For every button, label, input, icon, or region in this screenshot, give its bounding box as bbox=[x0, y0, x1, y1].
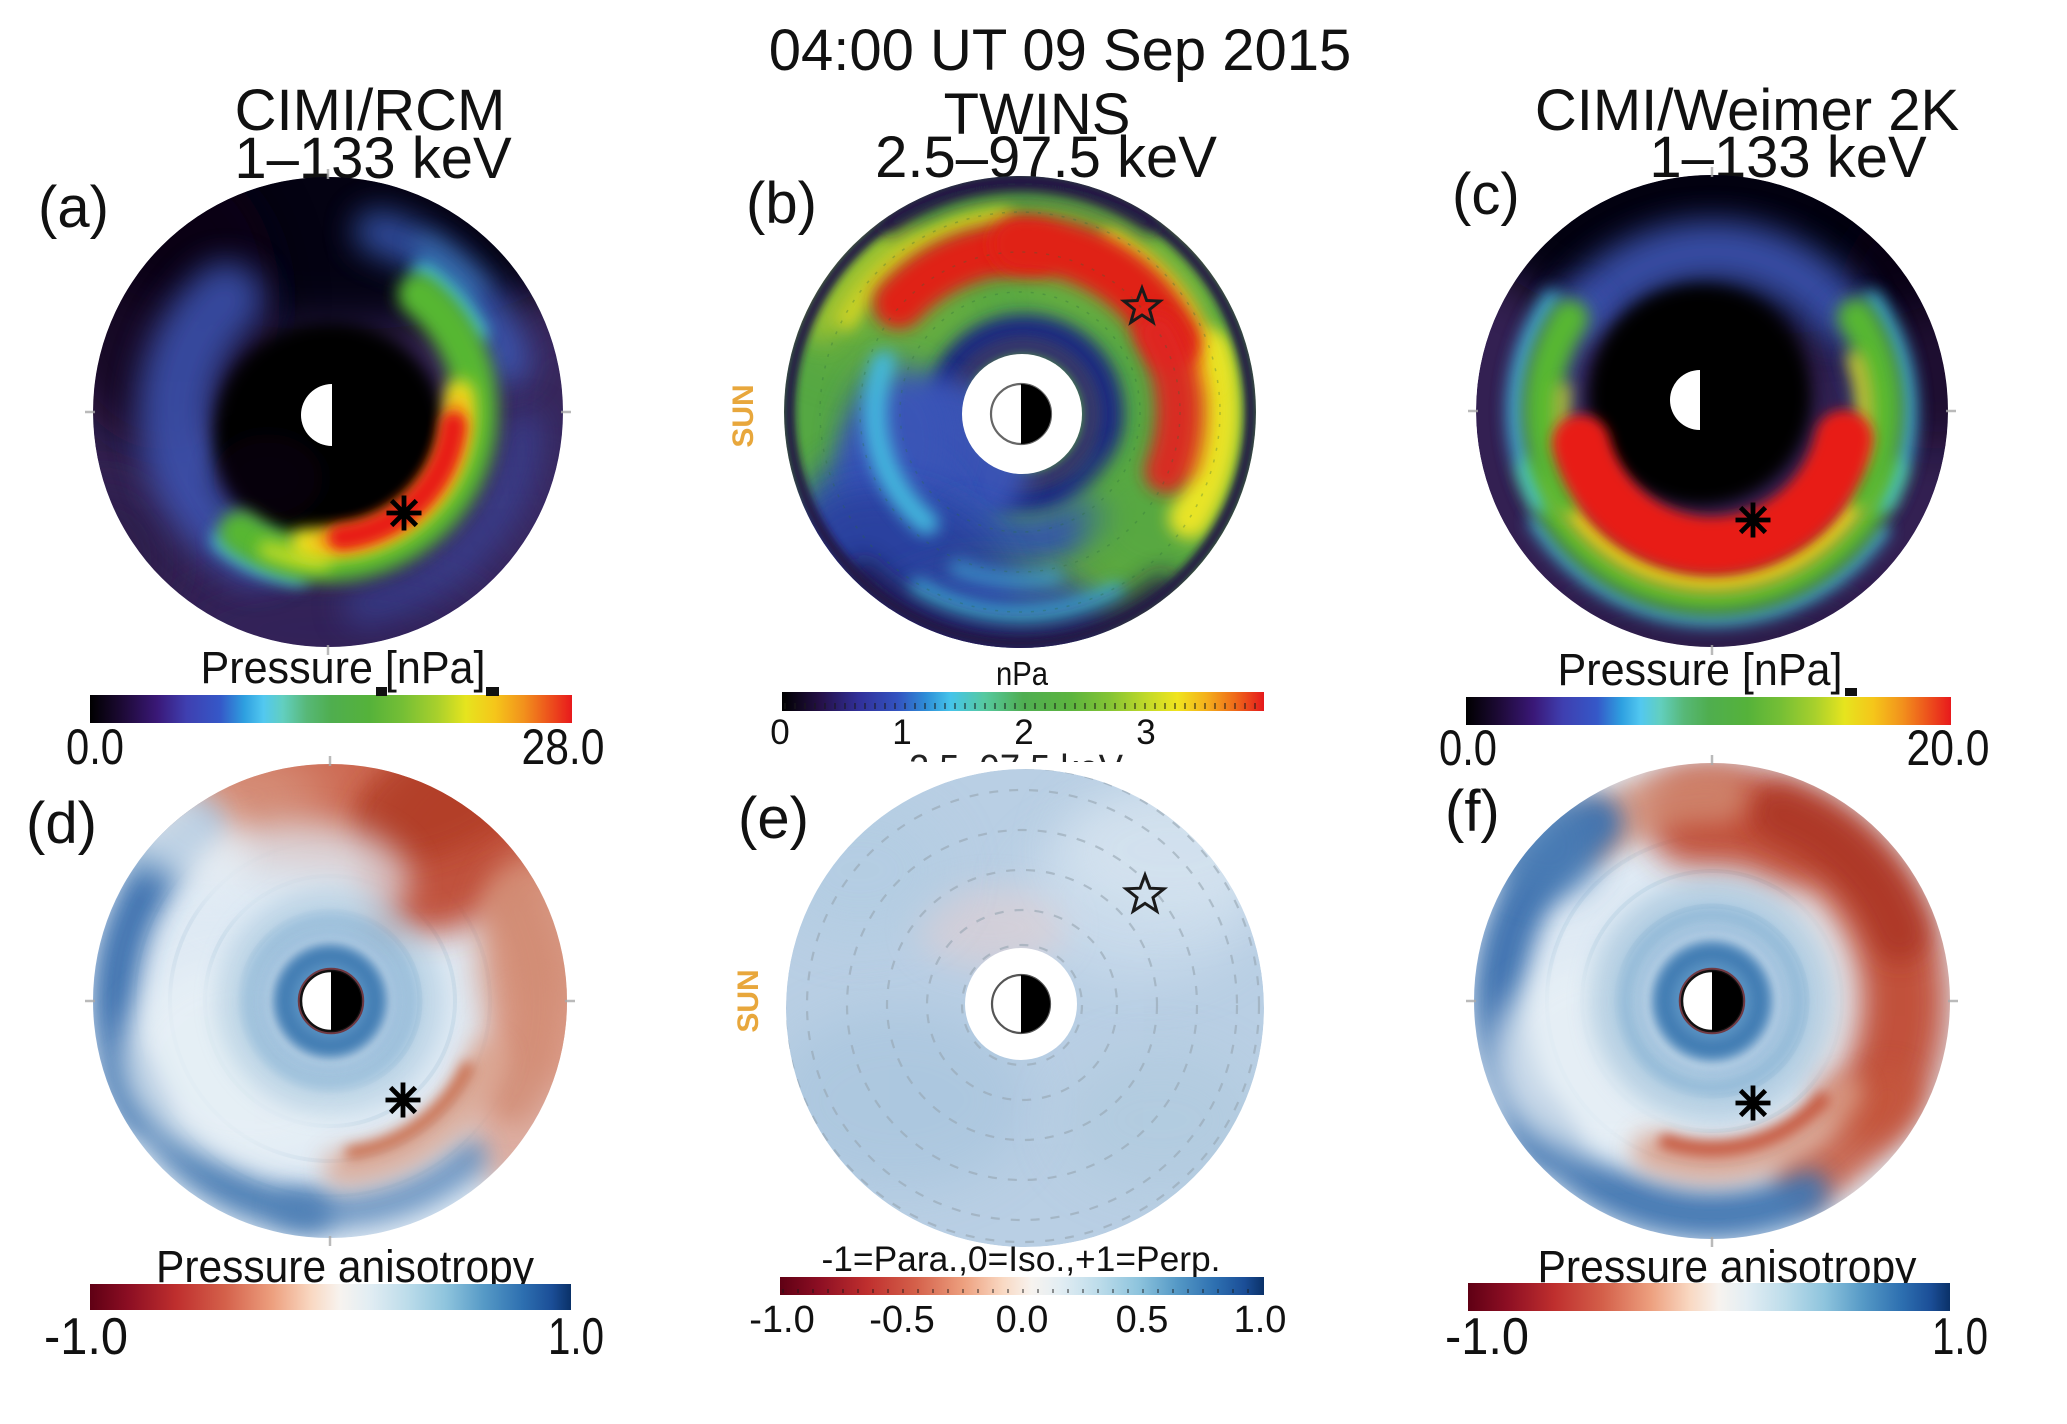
svg-text:(c): (c) bbox=[1452, 162, 1520, 227]
svg-text:1: 1 bbox=[892, 713, 911, 752]
svg-text:(b): (b) bbox=[746, 171, 817, 236]
svg-text:1.0: 1.0 bbox=[1932, 1308, 1988, 1366]
svg-text:SUN: SUN bbox=[732, 969, 765, 1032]
svg-text:28.0: 28.0 bbox=[522, 719, 605, 775]
svg-text:0.0: 0.0 bbox=[996, 1299, 1049, 1341]
svg-text:0: 0 bbox=[770, 713, 789, 752]
svg-text:2: 2 bbox=[1014, 713, 1033, 752]
svg-text:1.0: 1.0 bbox=[548, 1308, 604, 1366]
svg-text:1.0: 1.0 bbox=[1234, 1299, 1287, 1341]
svg-text:-1=Para.,0=Iso.,+1=Perp.: -1=Para.,0=Iso.,+1=Perp. bbox=[822, 1240, 1221, 1279]
svg-text:04:00 UT 09 Sep 2015: 04:00 UT 09 Sep 2015 bbox=[769, 18, 1352, 83]
svg-text:(d): (d) bbox=[26, 791, 97, 856]
svg-text:CIMI/Weimer 2K: CIMI/Weimer 2K bbox=[1535, 78, 1960, 143]
svg-text:3: 3 bbox=[1136, 713, 1155, 752]
svg-text:Pressure anisotropy: Pressure anisotropy bbox=[156, 1241, 534, 1292]
svg-text:20.0: 20.0 bbox=[1907, 720, 1990, 776]
svg-text:0.0: 0.0 bbox=[66, 719, 124, 775]
svg-text:1–133 keV: 1–133 keV bbox=[234, 126, 512, 191]
svg-text:Pressure [nPa]: Pressure [nPa] bbox=[201, 642, 486, 693]
svg-text:(e): (e) bbox=[738, 786, 809, 851]
svg-text:(a): (a) bbox=[38, 175, 109, 240]
svg-text:CIMI/RCM: CIMI/RCM bbox=[235, 78, 506, 143]
svg-text:-1.0: -1.0 bbox=[749, 1299, 814, 1341]
svg-text:(f): (f) bbox=[1445, 779, 1500, 844]
svg-text:2.5–97.5 keV: 2.5–97.5 keV bbox=[909, 748, 1124, 790]
svg-text:-1.0: -1.0 bbox=[44, 1308, 128, 1366]
svg-text:Pressure [nPa]: Pressure [nPa] bbox=[1558, 644, 1843, 695]
svg-text:0.0: 0.0 bbox=[1439, 720, 1497, 776]
svg-text:nPa: nPa bbox=[996, 655, 1049, 692]
svg-text:0.5: 0.5 bbox=[1116, 1299, 1169, 1341]
svg-text:-1.0: -1.0 bbox=[1445, 1308, 1529, 1366]
svg-text:TWINS: TWINS bbox=[944, 82, 1131, 147]
svg-text:SUN: SUN bbox=[727, 384, 760, 447]
svg-text:-0.5: -0.5 bbox=[869, 1299, 934, 1341]
